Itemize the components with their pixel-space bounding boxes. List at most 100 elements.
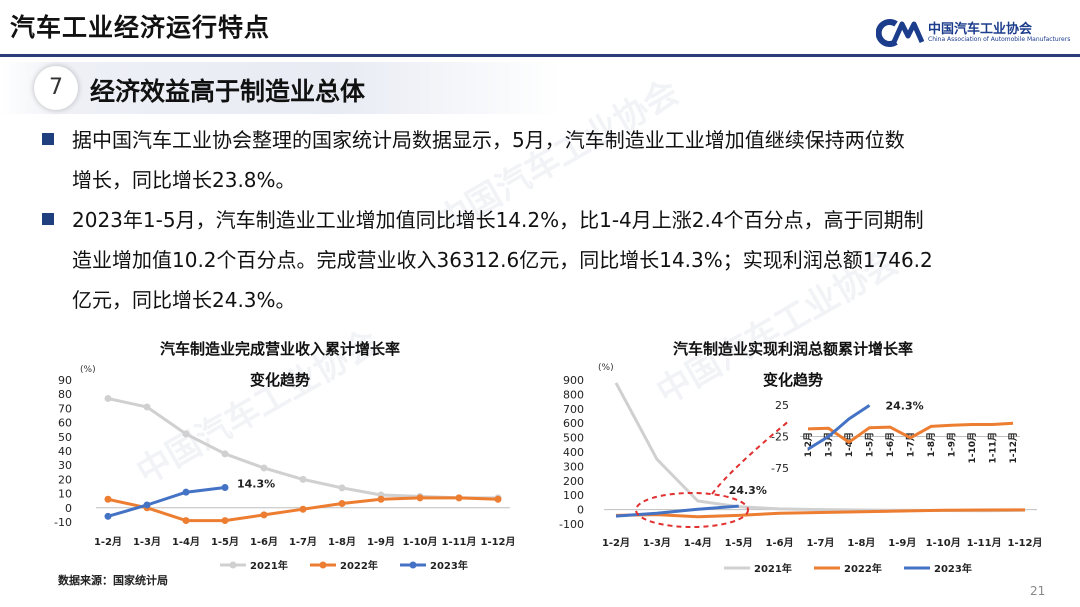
legend-label: 2022年 (844, 562, 882, 575)
paragraph-line: 2023年1-5月，汽车制造业工业增加值同比增长14.2%，比1-4月上涨2.4… (72, 208, 924, 232)
data-point (260, 511, 268, 519)
page-number: 21 (1030, 584, 1046, 598)
legend-label: 2023年 (934, 562, 972, 575)
x-tick-label: 1-12月 (480, 536, 515, 548)
x-tick-label: 1-10月 (926, 537, 961, 549)
inset-x-tick-label: 1-3月 (824, 432, 835, 457)
data-point (104, 512, 112, 520)
series-line-2021年 (107, 397, 498, 500)
y-tick-label: 70 (58, 402, 72, 415)
y-tick-label: 900 (563, 374, 584, 387)
y-tick-label: 40 (58, 445, 72, 458)
inset-x-tick-label: 1-5月 (865, 432, 876, 457)
series-line-2022年 (615, 508, 1026, 519)
paragraph-line: 造业增加值10.2个百分点。完成营业收入36312.6亿元，同比增长14.3%；… (72, 248, 933, 272)
inset-x-tick-label: 1-9月 (947, 432, 958, 457)
inset-y-tick-label: -75 (771, 462, 789, 475)
section-title: 经济效益高于制造业总体 (90, 77, 366, 106)
data-point (299, 475, 307, 483)
data-point (455, 494, 463, 502)
slide-title: 汽车工业经济运行特点 (10, 13, 271, 42)
x-tick-label: 1-2月 (94, 536, 122, 548)
paragraph-line: 增长，同比增长23.8%。 (72, 168, 296, 192)
y-tick-label: 700 (563, 403, 584, 416)
inset-data-label: 24.3% (886, 399, 924, 412)
inset-series-line-2022年 (807, 421, 1014, 444)
x-tick-label: 1-9月 (888, 537, 916, 549)
x-tick-label: 1-5月 (725, 537, 753, 549)
y-tick-label: -100 (559, 518, 584, 531)
y-tick-label: 0 (577, 504, 584, 517)
x-tick-label: 1-3月 (643, 537, 671, 549)
x-tick-label: 1-8月 (328, 536, 356, 548)
header-divider (0, 54, 1080, 57)
bullet-icon (42, 133, 54, 145)
legend-marker (229, 561, 237, 569)
y-tick-label: 60 (58, 417, 72, 430)
y-tick-label: 500 (563, 432, 584, 445)
legend-label: 2021年 (250, 559, 288, 572)
inset-y-tick-label: 25 (775, 399, 789, 412)
data-point (182, 488, 190, 496)
legend-marker (319, 561, 327, 569)
inset-x-tick-label: 1-8月 (926, 432, 937, 457)
x-tick-label: 1-12月 (1007, 537, 1042, 549)
bullet-paragraph-1: 据中国汽车工业协会整理的国家统计局数据显示，5月，汽车制造业工业增加值继续保持两… (72, 120, 1062, 200)
data-point (377, 495, 385, 503)
inset-x-tick-label: 1-6月 (885, 432, 896, 457)
x-tick-label: 1-5月 (211, 536, 239, 548)
x-tick-label: 1-4月 (172, 536, 200, 548)
y-tick-label: 200 (563, 475, 584, 488)
data-point (182, 517, 190, 525)
inset-y-tick-label: -25 (771, 431, 789, 444)
inset-x-tick-label: 1-10月 (967, 432, 978, 464)
legend-label: 2022年 (340, 559, 378, 572)
caam-logo: 中国汽车工业协会 China Association of Automobile… (876, 18, 1076, 50)
y-tick-label: 20 (58, 473, 72, 486)
inset-x-tick-label: 1-7月 (906, 432, 917, 457)
bullet-icon (42, 213, 54, 225)
paragraph-line: 据中国汽车工业协会整理的国家统计局数据显示，5月，汽车制造业工业增加值继续保持两… (72, 128, 905, 152)
x-tick-label: 1-7月 (806, 537, 834, 549)
x-tick-label: 1-7月 (289, 536, 317, 548)
chart1-title-line1: 汽车制造业完成营业收入累计增长率 (159, 340, 400, 358)
data-point (338, 484, 346, 492)
x-tick-label: 1-11月 (967, 537, 1002, 549)
data-point (104, 495, 112, 503)
inset-x-tick-label: 1-12月 (1008, 432, 1019, 464)
legend-label: 2023年 (430, 559, 468, 572)
chart1-title-line2: 变化趋势 (249, 371, 310, 389)
data-source: 数据来源：国家统计局 (58, 574, 168, 587)
y-axis-unit: (%) (598, 363, 614, 373)
chart2-title: 汽车制造业实现利润总额累计增长率 变化趋势 (648, 338, 938, 390)
y-tick-label: 600 (563, 417, 584, 430)
chart2-title-line2: 变化趋势 (762, 371, 823, 389)
caam-logo-mark (876, 19, 924, 47)
data-label: 24.3% (729, 484, 767, 497)
x-tick-label: 1-9月 (367, 536, 395, 548)
data-point (260, 464, 268, 472)
y-tick-label: 10 (58, 488, 72, 501)
data-point (221, 450, 229, 458)
data-point (494, 495, 502, 503)
callout-connector (711, 419, 791, 495)
data-point (143, 501, 151, 509)
y-tick-label: 0 (65, 502, 72, 515)
y-tick-label: -10 (54, 516, 72, 529)
inset-series-line-2023年 (807, 404, 871, 451)
x-tick-label: 1-4月 (684, 537, 712, 549)
x-tick-label: 1-6月 (766, 537, 794, 549)
inset-x-tick-label: 1-11月 (988, 432, 999, 464)
y-axis-unit: (%) (80, 365, 96, 375)
data-point (221, 483, 229, 491)
data-point (143, 403, 151, 411)
legend-label: 2021年 (754, 562, 792, 575)
data-point (104, 394, 112, 402)
x-tick-label: 1-11月 (441, 536, 476, 548)
data-point (299, 505, 307, 513)
x-tick-label: 1-2月 (602, 537, 630, 549)
x-tick-label: 1-8月 (847, 537, 875, 549)
y-tick-label: 400 (563, 446, 584, 459)
y-tick-label: 80 (58, 388, 72, 401)
